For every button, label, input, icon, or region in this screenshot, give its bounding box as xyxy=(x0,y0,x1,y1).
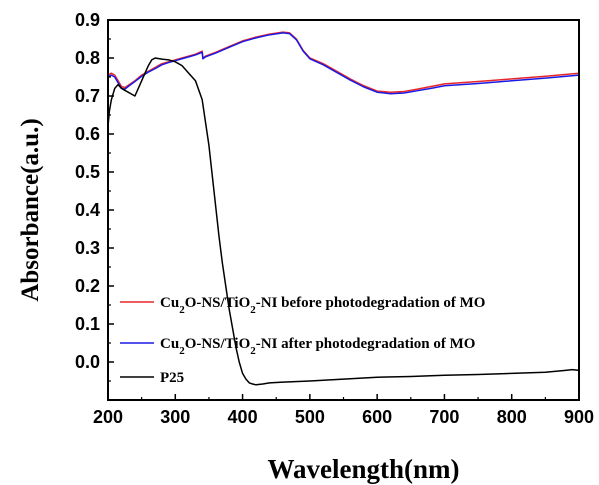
x-tick-label: 400 xyxy=(228,407,258,427)
x-tick-label: 300 xyxy=(160,407,190,427)
y-tick-label: 0.9 xyxy=(75,10,100,30)
y-tick-label: 0.7 xyxy=(75,86,100,106)
series-line-2 xyxy=(108,32,579,95)
y-tick-label: 0.3 xyxy=(75,238,100,258)
y-axis-title: Absorbance(a.u.) xyxy=(17,118,44,301)
y-tick-label: 0.1 xyxy=(75,314,100,334)
plot-curves xyxy=(108,31,579,386)
x-tick-label: 700 xyxy=(429,407,459,427)
y-tick-label: 0.6 xyxy=(75,124,100,144)
x-tick-label: 500 xyxy=(295,407,325,427)
x-tick-label: 600 xyxy=(362,407,392,427)
y-axis-ticks: 0.0 0.1 0.2 0.3 0.4 0.5 0.6 0.7 0.8 0.9 xyxy=(75,10,114,382)
y-tick-label: 0.4 xyxy=(75,200,100,220)
y-tick-label: 0.5 xyxy=(75,162,100,182)
x-axis-title: Wavelength(nm) xyxy=(268,454,460,484)
x-tick-label: 900 xyxy=(564,407,594,427)
x-tick-label: 800 xyxy=(497,407,527,427)
x-axis-ticks: 200 300 400 500 600 700 800 900 xyxy=(93,394,594,427)
y-tick-label: 0.2 xyxy=(75,276,100,296)
series-line-1 xyxy=(108,31,579,93)
series-line-3 xyxy=(108,57,579,386)
legend: Cu2O-NS/TiO2-NI before photodegradation … xyxy=(120,295,485,386)
x-tick-label: 200 xyxy=(93,407,123,427)
y-tick-label: 0.8 xyxy=(75,48,100,68)
legend-label: Cu2O-NS/TiO2-NI after photodegradation o… xyxy=(160,336,475,357)
legend-label: P25 xyxy=(160,370,184,386)
y-tick-label: 0.0 xyxy=(75,352,100,372)
legend-label: Cu2O-NS/TiO2-NI before photodegradation … xyxy=(160,295,485,316)
